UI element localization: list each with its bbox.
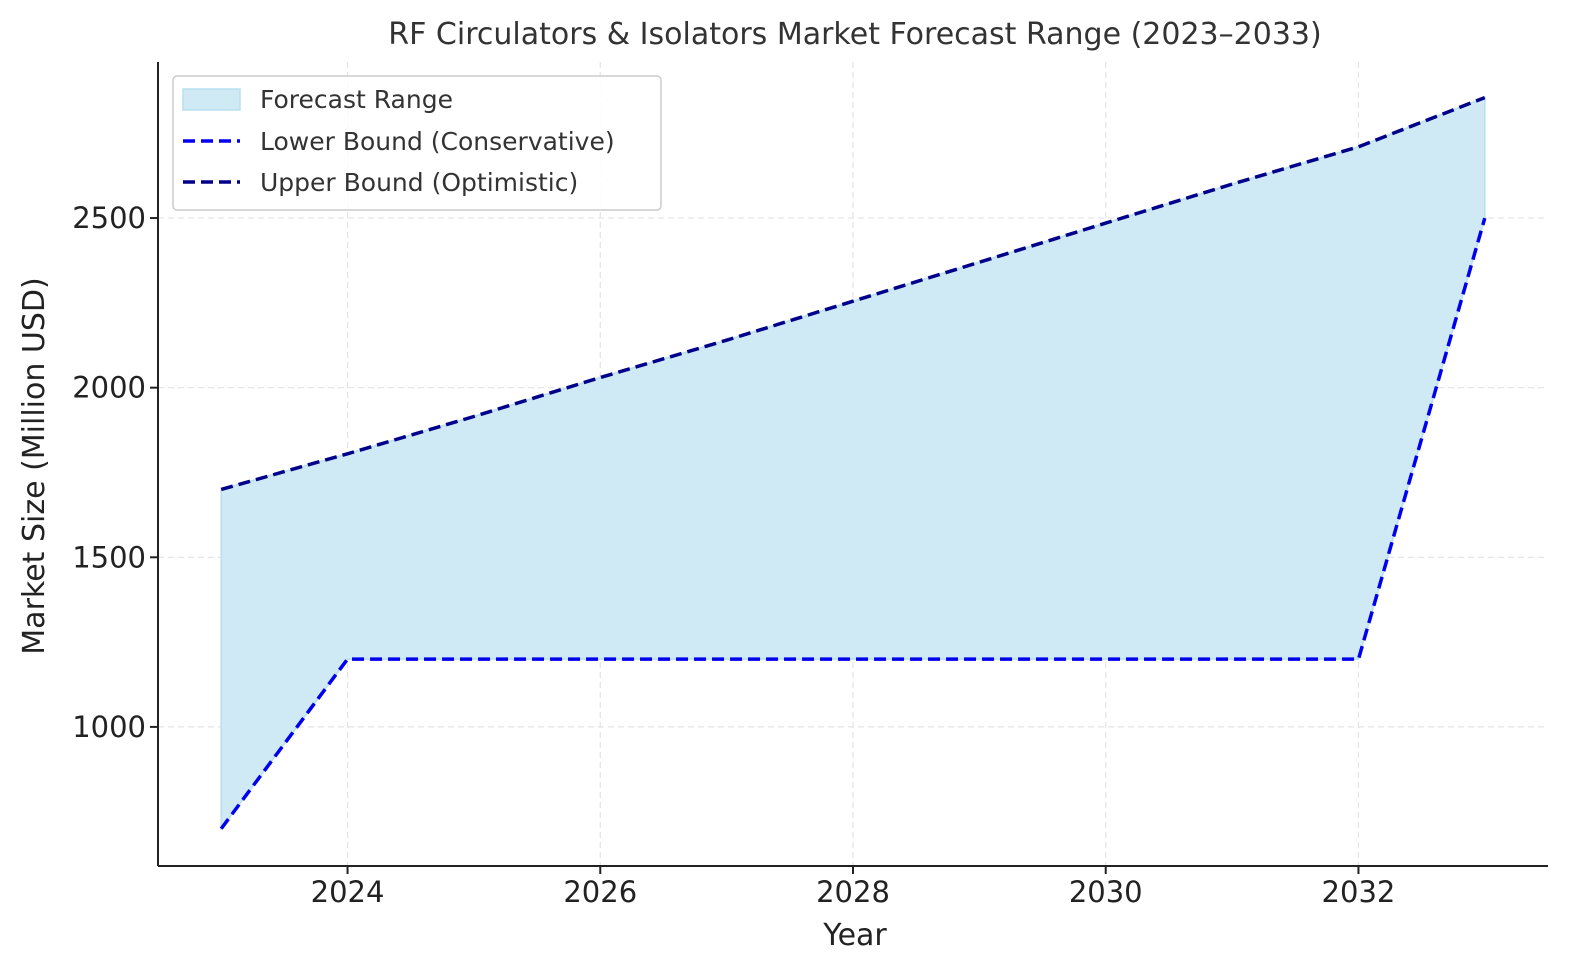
legend: Forecast Range Lower Bound (Conservative… xyxy=(172,75,662,211)
y-tick-label-1500: 1500 xyxy=(72,540,146,574)
y-tick-label-2000: 2000 xyxy=(72,371,146,405)
x-tick-label-2032: 2032 xyxy=(1322,875,1396,909)
y-tick-label-2500: 2500 xyxy=(72,201,146,235)
legend-label-upper-bound: Upper Bound (Optimistic) xyxy=(260,168,578,197)
legend-swatch-forecast-range xyxy=(182,88,241,111)
x-ticks: 2024 2026 2028 2030 2032 xyxy=(311,866,1396,909)
legend-frame xyxy=(172,75,662,211)
y-ticks: 1000 1500 2000 2500 xyxy=(72,201,158,744)
x-tick-label-2028: 2028 xyxy=(816,875,890,909)
x-tick-label-2024: 2024 xyxy=(311,875,385,909)
x-axis-label: Year xyxy=(822,918,887,953)
legend-label-lower-bound: Lower Bound (Conservative) xyxy=(260,127,615,156)
x-tick-label-2030: 2030 xyxy=(1069,875,1143,909)
y-axis-label: Market Size (Million USD) xyxy=(17,277,52,654)
chart-title: RF Circulators & Isolators Market Foreca… xyxy=(388,17,1321,52)
lower-bound-line xyxy=(219,217,1487,830)
x-tick-label-2026: 2026 xyxy=(563,875,637,909)
legend-label-forecast-range: Forecast Range xyxy=(260,85,453,114)
upper-bound-line xyxy=(220,95,1486,492)
y-tick-label-1000: 1000 xyxy=(72,710,146,744)
